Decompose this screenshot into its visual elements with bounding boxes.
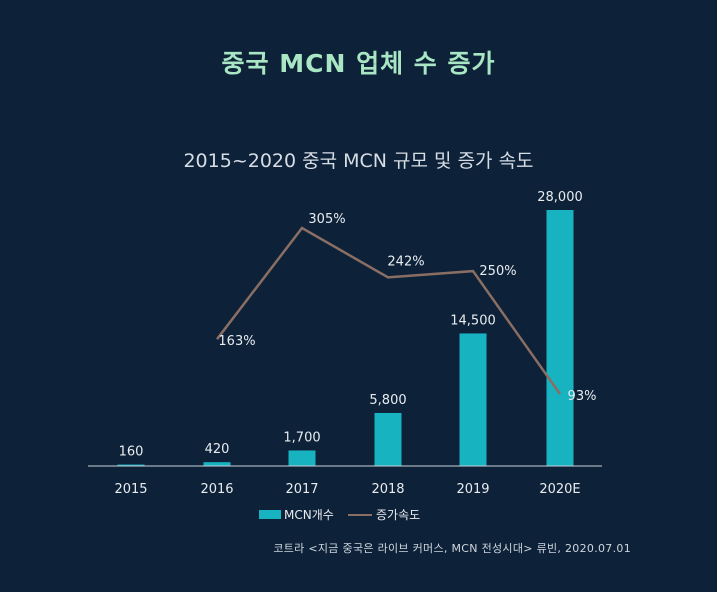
- growth-rate-line: [216, 226, 562, 395]
- legend-line-label: 증가속도: [376, 508, 420, 522]
- x-tick-label: 2016: [200, 482, 233, 497]
- bar-2015: [117, 464, 145, 466]
- bar-value-label: 14,500: [450, 313, 496, 328]
- x-tick-label: 2015: [114, 482, 147, 497]
- bar-value-label: 5,800: [369, 393, 406, 408]
- legend-bar-swatch: [259, 510, 281, 519]
- bar-2019: [459, 333, 487, 466]
- chart-title: 2015~2020 중국 MCN 규모 및 증가 속도: [183, 150, 534, 172]
- page-heading: 중국 MCN 업체 수 증가: [221, 49, 496, 78]
- bar-value-label: 160: [119, 445, 144, 460]
- growth-rate-label: 93%: [568, 389, 597, 404]
- legend: MCN개수 증가속도: [259, 508, 420, 522]
- bar-2017: [288, 450, 316, 466]
- x-tick-label: 2019: [456, 482, 489, 497]
- bar-value-label: 1,700: [283, 430, 320, 445]
- x-tick-label: 2018: [371, 482, 404, 497]
- source-note: 코트라 <지금 중국은 라이브 커머스, MCN 전성시대> 류빈, 2020.…: [273, 542, 631, 555]
- x-tick-label: 2020E: [539, 482, 580, 497]
- legend-bar-label: MCN개수: [284, 508, 334, 522]
- bar-2020E: [546, 210, 574, 466]
- x-tick-label: 2017: [285, 482, 318, 497]
- growth-rate-label: 242%: [387, 254, 424, 269]
- bar-value-label: 420: [205, 442, 230, 457]
- bar-2018: [374, 412, 402, 466]
- bar-value-label: 28,000: [537, 190, 583, 205]
- bar-2016: [203, 462, 231, 466]
- growth-rate-label: 305%: [308, 212, 345, 227]
- growth-rate-label: 163%: [218, 334, 255, 349]
- growth-rate-label: 250%: [479, 264, 516, 279]
